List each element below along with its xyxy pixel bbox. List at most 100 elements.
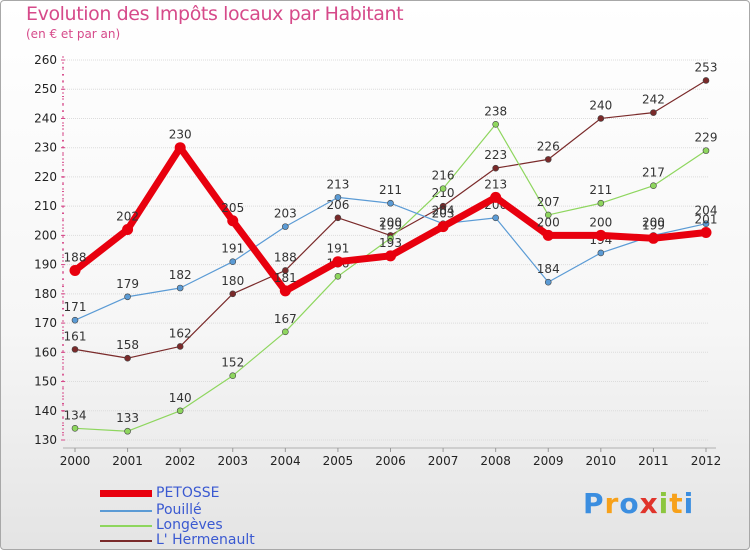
legend-item-longeves: Longèves [100,517,300,534]
data-point-pouill [71,316,79,324]
data-label-pouill: 184 [537,262,560,276]
data-label-petosse: 213 [484,177,507,191]
chart-subtitle: (en € et par an) [26,27,121,41]
data-label-long-ves: 207 [537,195,560,209]
data-label-long-ves: 238 [484,104,507,118]
data-point-petosse [647,232,659,244]
data-point-petosse [595,229,607,241]
data-point-l-hermenault [597,115,605,122]
data-label-petosse: 200 [589,215,612,229]
data-point-pouill [229,258,237,265]
data-point-petosse [332,256,344,268]
data-point-petosse [490,191,502,203]
legend-swatch [100,540,152,542]
data-label-l-hermenault: 242 [642,93,665,107]
data-point-long-ves [229,372,237,379]
logo-letter: r [604,487,620,520]
y-tick-label: 200 [34,228,57,242]
data-point-pouill [492,214,499,222]
x-tick-label: 2012 [691,454,722,468]
data-label-petosse: 200 [537,215,560,229]
data-point-long-ves [334,273,342,280]
data-label-petosse: 230 [169,128,192,142]
data-label-long-ves: 211 [589,183,612,197]
data-point-pouill [702,220,710,227]
data-point-long-ves [544,211,552,219]
data-label-petosse: 191 [326,242,349,256]
data-label-long-ves: 167 [274,312,297,326]
data-label-l-hermenault: 253 [695,60,718,74]
data-point-long-ves [176,407,184,415]
logo-letter: i [683,487,695,520]
y-tick-label: 240 [34,111,57,125]
legend-label: Pouillé [156,502,202,518]
legend-swatch [100,510,152,512]
legend-label: L' Hermenault [156,532,255,548]
y-tick-label: 220 [34,170,57,184]
logo-letter: t [669,487,684,520]
proxiti-logo: Proxiti [583,487,694,520]
legend-swatch [100,525,152,527]
data-point-pouill [124,293,131,301]
data-point-l-hermenault [176,343,184,350]
y-tick-label: 170 [34,316,57,330]
data-label-petosse: 199 [642,218,665,232]
data-point-petosse [385,250,396,262]
data-label-long-ves: 216 [432,169,455,183]
data-point-long-ves [124,427,131,435]
data-label-pouill: 203 [274,207,297,221]
data-label-l-hermenault: 240 [589,98,612,112]
data-point-l-hermenault [334,214,342,222]
data-label-l-hermenault: 162 [169,326,192,340]
x-tick-label: 2004 [270,454,301,468]
data-label-long-ves: 229 [695,131,718,145]
data-point-pouill [334,194,342,201]
data-label-pouill: 182 [169,268,192,282]
x-tick-label: 2010 [586,454,617,468]
data-point-pouill [544,278,552,286]
y-tick-label: 160 [34,345,57,359]
y-tick-label: 210 [34,199,57,213]
logo-letter: x [639,487,659,520]
data-label-l-hermenault: 226 [537,139,560,153]
legend-item-pouille: Pouillé [100,502,300,519]
data-label-l-hermenault: 188 [274,250,297,264]
data-label-pouill: 179 [116,277,139,291]
data-label-l-hermenault: 180 [221,274,244,288]
data-label-petosse: 203 [432,207,455,221]
data-point-long-ves [71,425,79,432]
x-tick-label: 2000 [60,454,91,468]
data-label-long-ves: 133 [116,411,139,425]
data-point-pouill [387,199,394,207]
data-label-l-hermenault: 158 [116,338,139,352]
x-tick-label: 2007 [428,454,459,468]
data-point-l-hermenault [282,267,289,274]
x-tick-label: 2008 [480,454,511,468]
data-point-long-ves [597,199,605,207]
data-point-petosse [227,215,239,227]
legend-swatch [100,490,152,497]
data-label-long-ves: 152 [221,356,244,370]
x-tick-label: 2011 [638,454,669,468]
data-point-petosse [279,285,291,297]
data-point-long-ves [702,147,710,154]
y-tick-label: 190 [34,258,57,272]
data-point-l-hermenault [702,77,710,84]
data-label-pouill: 200 [642,215,665,229]
data-point-petosse [542,229,554,241]
legend-label: PETOSSE [156,485,220,501]
data-point-long-ves [650,182,657,189]
data-label-pouill: 204 [432,204,455,218]
logo-letter: P [583,487,605,520]
logo-letter: o [619,487,640,520]
y-tick-label: 150 [34,375,57,389]
data-point-l-hermenault [439,202,447,210]
x-tick-label: 2009 [533,454,564,468]
legend-item-hermenault: L' Hermenault [100,532,300,549]
y-tick-label: 180 [34,287,57,301]
legend-item-petosse: PETOSSE [100,485,300,502]
data-label-long-ves: 217 [642,166,665,180]
data-label-petosse: 205 [221,201,244,215]
